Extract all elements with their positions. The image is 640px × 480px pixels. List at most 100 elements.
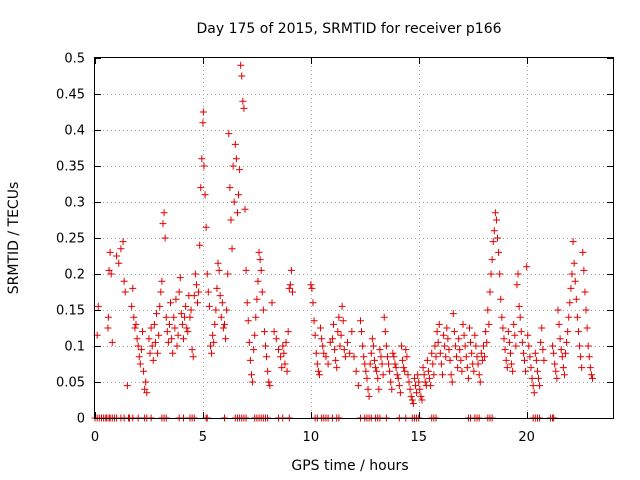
data-point (484, 306, 492, 314)
data-point (435, 320, 443, 328)
data-point (444, 335, 452, 343)
data-point (427, 382, 435, 390)
data-point (585, 353, 593, 361)
data-point (253, 295, 261, 303)
data-point (514, 270, 522, 278)
data-point (195, 288, 203, 296)
axis-ticks (95, 58, 613, 419)
data-point (576, 342, 584, 350)
data-point (191, 270, 199, 278)
data-point (307, 281, 315, 289)
data-point (221, 320, 228, 328)
data-point (233, 209, 241, 217)
data-point (157, 288, 165, 296)
data-point (359, 342, 367, 350)
data-point (246, 356, 254, 364)
data-point (262, 342, 270, 350)
data-point (186, 313, 194, 321)
data-point (164, 338, 172, 346)
data-point (560, 371, 568, 379)
data-point (491, 209, 499, 217)
data-point (120, 277, 128, 285)
data-point (225, 130, 233, 138)
data-point (551, 360, 559, 368)
data-point (270, 328, 278, 336)
x-tick-label: 15 (410, 430, 427, 445)
data-point (334, 328, 342, 336)
data-point (512, 342, 520, 350)
data-point (521, 356, 529, 364)
data-point (467, 338, 475, 346)
data-point (218, 299, 226, 307)
data-point (382, 342, 390, 350)
data-point (451, 342, 459, 350)
data-point (318, 335, 326, 343)
data-point (516, 313, 524, 321)
data-point (421, 378, 429, 386)
data-point (449, 310, 457, 318)
data-point (369, 342, 377, 350)
data-point (428, 349, 436, 357)
data-point (360, 353, 368, 361)
data-point (556, 335, 564, 343)
data-point (176, 274, 184, 282)
data-point (223, 306, 231, 314)
data-point (367, 349, 375, 357)
data-point (106, 248, 114, 256)
data-point (441, 342, 449, 350)
data-point (158, 277, 166, 285)
data-point (490, 227, 498, 235)
data-point (182, 302, 190, 310)
data-point (476, 378, 484, 386)
data-point (509, 367, 517, 375)
data-point (310, 317, 318, 325)
data-point (506, 349, 514, 357)
data-point (341, 353, 349, 361)
data-point (137, 346, 145, 354)
data-point (400, 364, 408, 372)
data-point (224, 270, 232, 278)
data-point (399, 356, 407, 364)
data-point (440, 331, 448, 339)
data-point (313, 360, 321, 368)
data-point (115, 259, 123, 267)
y-tick-label: 0.5 (64, 52, 85, 67)
y-tick-label: 0.4 (64, 124, 85, 139)
data-point (329, 320, 337, 328)
data-point (283, 367, 291, 375)
data-point (154, 349, 162, 357)
data-point (311, 331, 319, 339)
y-tick-label: 0.3 (64, 196, 85, 211)
data-point (352, 367, 360, 375)
data-point (494, 234, 502, 242)
data-point (226, 184, 234, 192)
data-point (143, 389, 151, 397)
x-axis-label: GPS time / hours (291, 458, 408, 474)
data-point (174, 331, 182, 339)
data-point (410, 374, 418, 382)
data-point (236, 166, 244, 174)
data-point (568, 270, 576, 278)
data-point (504, 328, 512, 336)
data-point (240, 104, 248, 112)
data-point (214, 259, 222, 267)
data-point (364, 385, 372, 393)
data-point (550, 349, 558, 357)
data-point (515, 302, 523, 310)
data-point (574, 328, 582, 336)
data-point (282, 338, 290, 346)
data-point (172, 295, 180, 303)
y-tick-label: 0.2 (64, 268, 85, 283)
data-point (344, 338, 352, 346)
data-point (263, 353, 271, 361)
data-point (567, 284, 575, 292)
data-point (505, 338, 513, 346)
data-point (571, 277, 579, 285)
data-point (175, 288, 183, 296)
data-point (317, 324, 325, 332)
data-point (337, 331, 345, 339)
data-point (129, 284, 137, 292)
x-tick-label: 10 (303, 430, 320, 445)
data-point (418, 396, 426, 404)
data-point (587, 371, 595, 379)
